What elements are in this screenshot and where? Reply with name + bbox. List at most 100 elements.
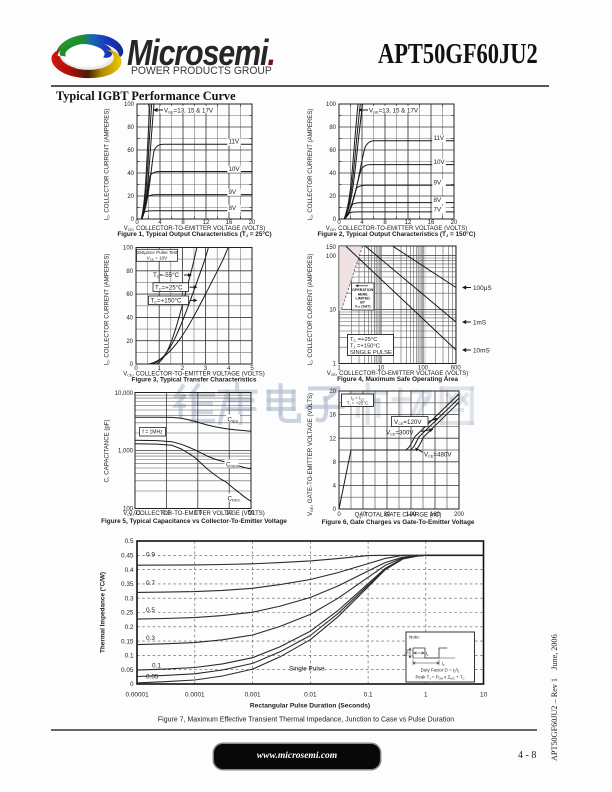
svg-text:0.05: 0.05 <box>146 674 159 681</box>
svg-text:16: 16 <box>428 220 435 226</box>
svg-text:8: 8 <box>383 220 387 226</box>
svg-text:40: 40 <box>329 171 336 177</box>
svg-text:8: 8 <box>333 460 337 466</box>
svg-text:Peak TJ = PDM x ZθJC + TC: Peak TJ = PDM x ZθJC + TC <box>416 675 465 681</box>
svg-text:100µS: 100µS <box>473 285 492 292</box>
svg-text:0: 0 <box>337 512 341 518</box>
svg-text:0.4: 0.4 <box>125 567 134 574</box>
svg-text:4: 4 <box>360 220 364 226</box>
svg-text:0.1: 0.1 <box>162 510 171 516</box>
svg-text:TC=+25°C: TC=+25°C <box>155 284 183 291</box>
svg-text:0.1: 0.1 <box>125 653 134 660</box>
svg-text:10V: 10V <box>434 159 446 166</box>
svg-text:VCE=480V: VCE=480V <box>424 452 452 459</box>
svg-text:VCE, COLLECTOR-TO-EMITTER VOLT: VCE, COLLECTOR-TO-EMITTER VOLTAGE (VOLTS… <box>124 226 266 232</box>
svg-text:40: 40 <box>360 512 367 518</box>
svg-text:t1: t1 <box>426 651 429 657</box>
svg-text:0.15: 0.15 <box>121 638 134 645</box>
svg-text:0.1: 0.1 <box>152 663 161 670</box>
svg-text:20: 20 <box>249 220 256 226</box>
svg-text:5: 5 <box>250 366 254 372</box>
svg-text:VCE = 10V: VCE = 10V <box>147 256 168 262</box>
svg-text:8V: 8V <box>434 197 442 204</box>
svg-text:0.45: 0.45 <box>121 553 134 560</box>
svg-text:VCE=300V: VCE=300V <box>386 430 414 437</box>
svg-text:80: 80 <box>329 125 336 131</box>
svg-text:0.5: 0.5 <box>146 607 155 614</box>
svg-text:40: 40 <box>126 316 133 322</box>
svg-text:0.35: 0.35 <box>121 581 134 588</box>
svg-text:0.25: 0.25 <box>121 610 134 617</box>
svg-text:BY: BY <box>360 301 366 305</box>
svg-text:160: 160 <box>430 512 441 518</box>
svg-text:Single Pulse: Single Pulse <box>289 666 325 673</box>
svg-text:8: 8 <box>181 220 185 226</box>
svg-text:0: 0 <box>333 507 337 513</box>
svg-text:VCE, COLLECTOR-TO-EMITTER VOLT: VCE, COLLECTOR-TO-EMITTER VOLTAGE (VOLTS… <box>326 226 468 232</box>
svg-text:80: 80 <box>384 512 391 518</box>
svg-text:1: 1 <box>158 366 162 372</box>
svg-text:TC=+150°C: TC=+150°C <box>151 298 183 305</box>
svg-text:LIMITED: LIMITED <box>356 296 371 300</box>
svg-text:1: 1 <box>337 365 341 371</box>
svg-text:0: 0 <box>130 681 134 688</box>
svg-text:100: 100 <box>326 102 337 108</box>
svg-text:12: 12 <box>405 220 412 226</box>
svg-text:0.0001: 0.0001 <box>185 692 205 699</box>
svg-text:VCE (SAT): VCE (SAT) <box>355 305 372 309</box>
svg-text:0: 0 <box>131 217 135 223</box>
svg-text:9V: 9V <box>434 180 442 187</box>
svg-text:10: 10 <box>226 510 233 516</box>
svg-text:1.0: 1.0 <box>194 510 203 516</box>
svg-text:t2: t2 <box>442 661 445 667</box>
svg-text:600: 600 <box>451 365 462 371</box>
svg-text:Figure 6, Gate Charges vs Gate: Figure 6, Gate Charges vs Gate-To-Emitte… <box>322 519 475 526</box>
svg-text:VGE=13, 15 & 17V: VGE=13, 15 & 17V <box>369 107 419 114</box>
svg-text:4: 4 <box>158 220 162 226</box>
svg-text:2: 2 <box>181 366 185 372</box>
svg-text:0.01: 0.01 <box>304 692 317 699</box>
svg-text:IC, COLLECTOR CURRENT (AMPERES: IC, COLLECTOR CURRENT (AMPERES) <box>104 254 111 366</box>
svg-text:Rectangular Pulse Duration (Se: Rectangular Pulse Duration (Seconds) <box>250 703 370 710</box>
svg-text:10V: 10V <box>229 166 241 173</box>
svg-text:20: 20 <box>329 389 336 395</box>
svg-text:20: 20 <box>451 220 458 226</box>
svg-text:80: 80 <box>127 125 134 131</box>
svg-text:0.05: 0.05 <box>121 667 134 674</box>
svg-text:SINGLE PULSE: SINGLE PULSE <box>350 350 392 356</box>
svg-text:150: 150 <box>326 245 337 251</box>
svg-text:16: 16 <box>329 413 336 419</box>
svg-text:IC, COLLECTOR CURRENT (AMPERES: IC, COLLECTOR CURRENT (AMPERES) <box>307 254 314 366</box>
svg-text:7V: 7V <box>434 206 442 213</box>
svg-text:TJ = +25°C: TJ = +25°C <box>347 401 368 407</box>
svg-text:1,000: 1,000 <box>118 449 134 455</box>
svg-text:9V: 9V <box>229 189 237 196</box>
svg-text:OPERATION: OPERATION <box>352 288 374 292</box>
svg-text:CRES: CRES <box>228 496 241 503</box>
svg-text:0.7: 0.7 <box>146 580 155 587</box>
svg-text:12: 12 <box>329 436 336 442</box>
svg-text:20: 20 <box>329 194 336 200</box>
svg-text:10,000: 10,000 <box>115 391 134 397</box>
svg-text:200: 200 <box>454 512 465 518</box>
svg-text:100: 100 <box>124 102 135 108</box>
svg-text:Note:: Note: <box>409 635 420 640</box>
svg-text:Duty Factor D = t1/t2: Duty Factor D = t1/t2 <box>421 668 460 674</box>
svg-text:COES: COES <box>226 462 239 469</box>
svg-text:Figure 7, Maximum Effective Tr: Figure 7, Maximum Effective Transient Th… <box>158 717 454 724</box>
svg-text:80: 80 <box>126 269 133 275</box>
svg-text:60: 60 <box>329 148 336 154</box>
svg-text:20: 20 <box>127 194 134 200</box>
svg-text:10: 10 <box>378 365 385 371</box>
svg-text:0.9: 0.9 <box>146 552 155 559</box>
svg-text:0.1: 0.1 <box>364 692 373 699</box>
svg-text:100: 100 <box>123 507 134 513</box>
svg-text:10: 10 <box>329 308 336 314</box>
svg-text:VCE, COLLECTOR-TO-EMITTER VOLT: VCE, COLLECTOR-TO-EMITTER VOLTAGE (VOLTS… <box>123 372 265 378</box>
svg-text:IC, COLLECTOR CURRENT (AMPERES: IC, COLLECTOR CURRENT (AMPERES) <box>104 109 111 221</box>
svg-text:10mS: 10mS <box>473 348 490 355</box>
svg-text:Figure 2, Typical Output Chara: Figure 2, Typical Output Characteristics… <box>318 230 476 238</box>
svg-text:100: 100 <box>326 254 337 260</box>
svg-text:VGE, GATE-TO-EMITTER VOLTAGE (: VGE, GATE-TO-EMITTER VOLTAGE (VOLTS) <box>307 393 314 516</box>
svg-text:100: 100 <box>418 365 429 371</box>
